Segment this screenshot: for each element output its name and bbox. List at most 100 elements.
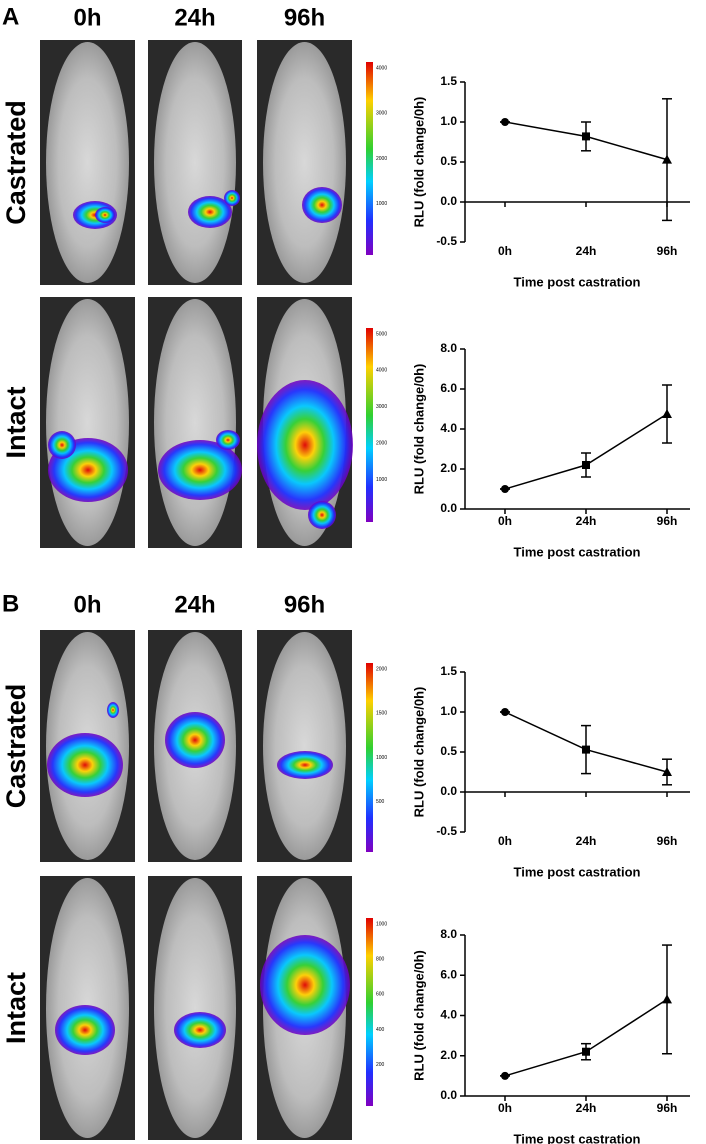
data-point	[582, 1047, 590, 1056]
column-header: 24h	[174, 4, 215, 31]
colorbar-tick: 4000	[376, 65, 387, 71]
x-tick-label: 96h	[657, 834, 678, 848]
x-axis-label: Time post castration	[514, 864, 641, 879]
y-tick-label: 4.0	[440, 1008, 457, 1022]
signal	[107, 702, 119, 718]
y-axis-label: RLU (fold change/0h)	[411, 950, 426, 1081]
y-tick-label: 0.0	[440, 194, 457, 208]
colorbar-tick: 2000	[376, 156, 387, 162]
y-tick-label: 8.0	[440, 927, 457, 941]
x-tick-label: 24h	[576, 244, 597, 258]
signal	[257, 380, 353, 510]
column-header: 24h	[174, 591, 215, 618]
colorbar-tick: 4000	[376, 368, 387, 374]
signal	[302, 187, 342, 223]
x-tick-label: 96h	[657, 1101, 678, 1115]
data-point	[662, 767, 672, 776]
signal	[165, 712, 225, 768]
panel-label: B	[2, 590, 19, 617]
x-tick-label: 0h	[498, 1101, 512, 1115]
colorbar-tick: 1500	[376, 711, 387, 717]
colorbar-tick: 2000	[376, 441, 387, 447]
y-tick-label: 8.0	[440, 341, 457, 355]
signal	[174, 1012, 226, 1048]
y-axis-label: RLU (fold change/0h)	[411, 364, 426, 495]
data-point	[501, 118, 509, 126]
colorbar-tick: 5000	[376, 331, 387, 337]
x-tick-label: 24h	[576, 514, 597, 528]
data-point	[582, 461, 590, 469]
y-tick-label: 6.0	[440, 967, 457, 981]
y-tick-label: 2.0	[440, 1048, 457, 1062]
signal	[55, 1005, 115, 1055]
colorbar	[366, 328, 373, 522]
data-point	[662, 994, 672, 1004]
signal	[158, 440, 242, 500]
signal	[48, 431, 76, 459]
mouse-body	[154, 42, 236, 283]
x-tick-label: 24h	[576, 1101, 597, 1115]
colorbar-tick: 1000	[376, 201, 387, 207]
signal	[47, 733, 123, 797]
y-tick-label: -0.5	[436, 234, 457, 248]
signal	[308, 501, 336, 529]
y-tick-label: 0.5	[440, 154, 457, 168]
mouse-body	[46, 299, 129, 546]
data-point	[501, 1071, 509, 1080]
signal	[277, 751, 333, 779]
colorbar-tick: 1000	[376, 921, 387, 927]
mouse-body	[154, 878, 236, 1138]
y-tick-label: 0.0	[440, 501, 457, 515]
column-header: 96h	[284, 4, 325, 31]
mouse-body	[154, 299, 236, 546]
data-point	[662, 154, 672, 164]
data-point	[501, 708, 509, 716]
colorbar-tick: 1000	[376, 755, 387, 761]
column-header: 0h	[73, 591, 101, 618]
y-tick-label: 1.5	[440, 664, 457, 678]
mouse-body	[263, 632, 346, 860]
x-tick-label: 0h	[498, 514, 512, 528]
y-tick-label: 1.5	[440, 74, 457, 88]
row-label: Intact	[1, 972, 31, 1044]
colorbar-tick: 800	[376, 957, 385, 963]
data-point	[501, 485, 509, 493]
colorbar-tick: 2000	[376, 666, 387, 672]
signal	[260, 935, 350, 1035]
colorbar	[366, 918, 373, 1106]
y-tick-label: 0.0	[440, 1088, 457, 1102]
data-point	[662, 409, 672, 418]
data-point	[582, 745, 590, 754]
x-axis-label: Time post castration	[514, 544, 641, 559]
x-tick-label: 0h	[498, 244, 512, 258]
y-axis-label: RLU (fold change/0h)	[411, 97, 426, 228]
colorbar-tick: 200	[376, 1062, 385, 1068]
signal	[216, 430, 240, 450]
y-axis-label: RLU (fold change/0h)	[411, 687, 426, 818]
data-line	[504, 998, 668, 1077]
x-tick-label: 96h	[657, 514, 678, 528]
y-tick-label: 2.0	[440, 461, 457, 475]
x-axis-label: Time post castration	[514, 274, 641, 289]
mouse-body	[263, 42, 346, 283]
data-point	[582, 132, 590, 141]
y-tick-label: 0.5	[440, 744, 457, 758]
y-tick-label: 1.0	[440, 704, 457, 718]
signal	[188, 196, 232, 228]
colorbar-tick: 3000	[376, 404, 387, 410]
column-header: 0h	[73, 4, 101, 31]
row-label: Castrated	[1, 684, 31, 809]
y-tick-label: 4.0	[440, 421, 457, 435]
panel-label: A	[2, 3, 19, 30]
x-tick-label: 96h	[657, 244, 678, 258]
colorbar-tick: 500	[376, 799, 385, 805]
mouse-body	[46, 42, 129, 283]
signal	[95, 207, 115, 223]
y-tick-label: 1.0	[440, 114, 457, 128]
signal	[224, 190, 240, 206]
colorbar-tick: 1000	[376, 477, 387, 483]
y-tick-label: -0.5	[436, 824, 457, 838]
x-tick-label: 24h	[576, 834, 597, 848]
y-tick-label: 6.0	[440, 381, 457, 395]
